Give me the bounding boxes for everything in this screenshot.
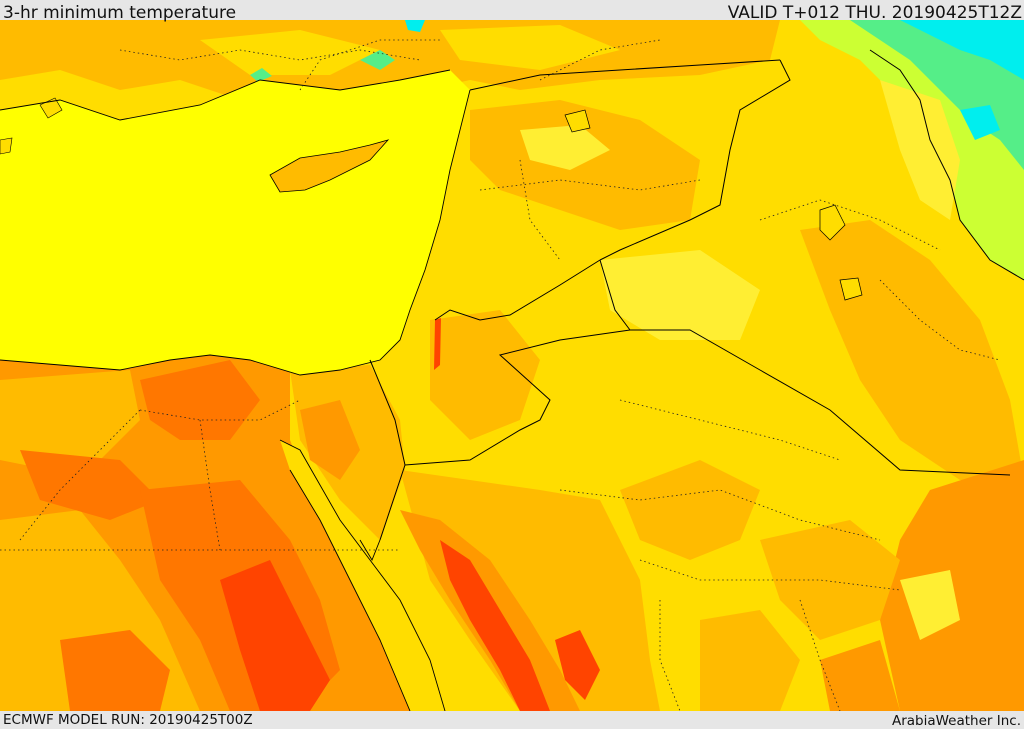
lake-habbaniyah — [839, 277, 863, 301]
mediterranean-sea — [0, 70, 470, 375]
egypt-dark-orange-2 — [20, 450, 160, 520]
saudi-orange-se — [820, 640, 900, 711]
saudi-yellow-spot — [900, 570, 960, 640]
egypt-dark-orange-4 — [60, 630, 170, 711]
coastlines — [0, 69, 471, 711]
green-patch-2 — [250, 68, 272, 82]
egypt-light-orange — [0, 370, 140, 470]
cyan-patch-1 — [405, 20, 425, 32]
iraq-light-yellow — [600, 250, 760, 340]
temperature-map[interactable] — [0, 20, 1024, 711]
ne-cyan — [900, 20, 1024, 80]
cyprus — [269, 139, 390, 193]
red-sea — [280, 440, 445, 711]
map-footer: ECMWF MODEL RUN: 20190425T00Z ArabiaWeat… — [0, 711, 1024, 729]
hejaz-red-2 — [555, 630, 600, 700]
ne-light-yellow — [880, 80, 960, 220]
dead-sea — [434, 318, 441, 370]
valid-time-label: VALID T+012 THU. 20190425T12Z — [727, 3, 1022, 23]
turkey-patch-2 — [440, 25, 620, 70]
syria-yellow-spot — [520, 125, 610, 170]
green-patch-1 — [360, 50, 395, 70]
ne-cyan-2 — [960, 105, 1000, 140]
hejaz-light-orange — [400, 470, 660, 711]
island-2 — [0, 137, 13, 155]
jordan-light-orange — [430, 310, 540, 440]
model-run-label: ECMWF MODEL RUN: 20190425T00Z — [3, 712, 253, 728]
credit-label: ArabiaWeather Inc. — [891, 713, 1021, 729]
country-borders — [369, 49, 1024, 541]
lake-assad — [564, 109, 591, 133]
saudi-light-orange-1 — [620, 460, 760, 560]
turkey-patch-1 — [200, 30, 380, 75]
province-borders — [0, 39, 1001, 711]
island-1 — [39, 97, 63, 119]
sinai-orange — [300, 400, 360, 480]
map-header: 3-hr minimum temperature VALID T+012 THU… — [0, 0, 1024, 23]
ne-green — [850, 20, 1024, 170]
lake-tharthar — [819, 204, 846, 241]
saudi-light-orange-2 — [760, 520, 900, 640]
saudi-light-orange-3 — [700, 610, 800, 711]
egypt-red-orange — [220, 560, 330, 711]
map-title: 3-hr minimum temperature — [3, 3, 237, 23]
hejaz-red — [440, 540, 550, 711]
